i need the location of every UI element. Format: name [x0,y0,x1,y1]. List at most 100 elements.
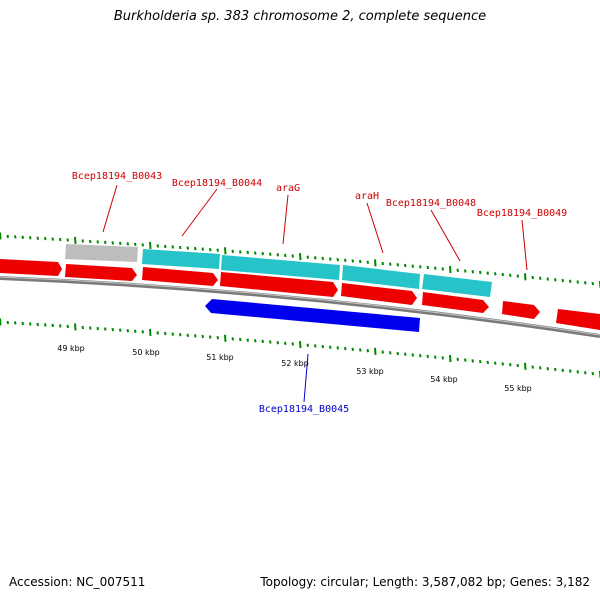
reverse-gene-arrow[interactable] [205,299,420,332]
gene-arrow[interactable] [502,301,540,319]
minor-tick [494,272,497,276]
minor-tick [516,363,519,368]
minor-tick [456,357,459,362]
gene-arrow[interactable] [220,272,338,297]
minor-tick [539,276,542,280]
minor-tick [14,235,17,239]
major-tick [449,266,452,274]
leader-line [181,188,218,237]
minor-tick [269,340,272,344]
accession-text: Accession: NC_007511 [9,575,146,589]
minor-tick [336,346,339,350]
major-tick [0,232,2,240]
feature-bar-cyan[interactable] [142,249,220,269]
minor-tick [111,241,114,245]
minor-tick [471,270,474,274]
minor-tick [464,358,467,362]
minor-tick [216,336,219,340]
leader-line [303,353,309,403]
minor-tick [404,263,407,268]
minor-tick [201,334,204,339]
minor-tick [539,366,542,370]
minor-tick [359,259,362,264]
minor-tick [36,236,39,240]
feature-bar-cyan[interactable] [221,255,340,280]
minor-tick [141,330,144,334]
minor-tick [119,241,122,246]
feature-bar-cyan[interactable] [422,274,492,297]
outer-tick-track [0,232,600,288]
minor-tick [501,272,504,277]
minor-tick [501,362,504,366]
major-tick [74,236,77,245]
minor-tick [464,269,467,273]
minor-tick [164,331,167,336]
gene-label-b0045[interactable]: Bcep18194_B0045 [259,404,349,415]
minor-tick [434,355,437,359]
minor-tick [284,341,287,345]
major-tick [224,247,227,255]
minor-tick [494,361,497,365]
minor-tick [531,275,534,280]
gene-arrow[interactable] [341,283,417,305]
leader-line [282,194,289,245]
minor-tick [239,337,242,342]
inner-tick-track [0,318,600,378]
minor-tick [396,351,399,356]
gene-arrow[interactable] [422,292,489,313]
minor-tick [306,343,309,347]
minor-tick [156,244,159,248]
minor-tick [554,367,557,372]
gene-label-arag[interactable]: araG [276,183,300,194]
scale-tick-label: 49 kbp [57,344,85,353]
minor-tick [576,280,579,284]
minor-tick [471,359,474,363]
gene-label-b0049[interactable]: Bcep18194_B0049 [477,208,567,219]
major-tick [149,241,152,249]
minor-tick [314,256,317,260]
minor-tick [59,324,62,328]
scale-tick-label: 50 kbp [132,348,160,357]
minor-tick [14,321,17,325]
minor-tick [291,342,294,346]
minor-tick [344,346,347,351]
minor-tick [239,250,242,254]
minor-tick [81,239,84,243]
minor-tick [329,257,332,261]
minor-tick [561,278,564,283]
minor-tick [261,339,264,344]
major-tick [299,253,302,261]
gene-arrow[interactable] [65,264,137,281]
gene-label-b0043[interactable]: Bcep18194_B0043 [72,171,162,182]
minor-tick [201,247,204,251]
minor-tick [96,240,99,244]
major-tick [0,318,2,326]
feature-bar-cyan[interactable] [342,265,420,289]
major-tick [374,259,377,267]
minor-tick [254,251,257,255]
gene-arrow[interactable] [0,259,62,276]
minor-tick [29,322,32,326]
gene-arrow[interactable] [556,309,600,330]
minor-tick [231,249,234,254]
minor-tick [179,333,182,337]
minor-tick [29,236,32,240]
minor-tick [104,240,107,245]
minor-tick [351,259,354,263]
minor-tick [276,253,279,257]
gene-label-b0048[interactable]: Bcep18194_B0048 [386,198,476,209]
leader-line [430,209,461,262]
label-leader-lines [102,184,528,403]
leader-line [102,184,118,233]
minor-tick [89,239,92,244]
minor-tick [426,265,429,270]
minor-tick [81,325,84,330]
minor-tick [351,347,354,351]
gene-label-arah[interactable]: araH [355,191,379,202]
minor-tick [591,371,594,376]
gene-label-b0044[interactable]: Bcep18194_B0044 [172,178,262,189]
feature-bar-grey[interactable] [65,244,138,262]
minor-tick [134,242,137,247]
gene-arrow[interactable] [142,267,218,286]
